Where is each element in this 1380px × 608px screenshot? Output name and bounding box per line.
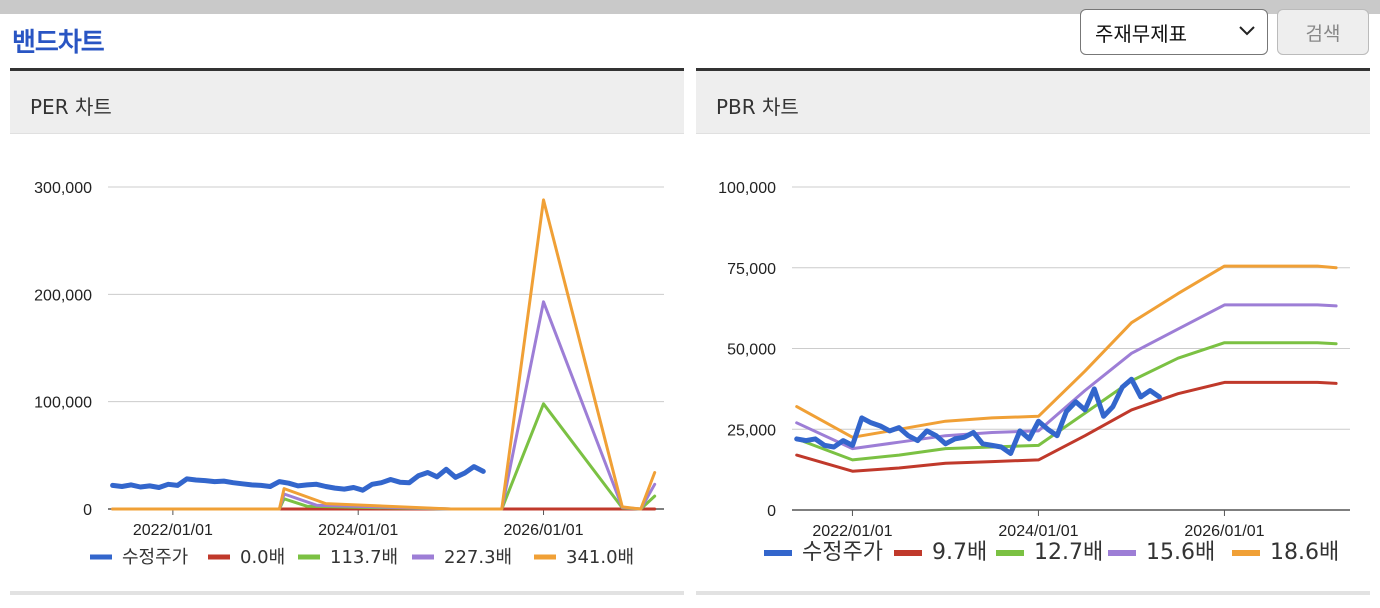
legend-swatch xyxy=(1108,550,1136,556)
series-line-2 xyxy=(111,402,657,511)
y-tick-label: 50,000 xyxy=(727,342,776,359)
series-line-3 xyxy=(795,303,1338,451)
series-line-1 xyxy=(795,380,1338,473)
legend-swatch xyxy=(534,554,556,560)
pbr-chart-header: PBR 차트 xyxy=(696,71,1370,134)
legend-item[interactable]: 수정주가 xyxy=(764,540,883,565)
legend-item[interactable]: 227.3배 xyxy=(412,547,512,568)
legend-label: 수정주가 xyxy=(122,547,188,568)
series-line-0 xyxy=(794,376,1162,456)
pbr-chart-panel: PBR 차트 0 25,000 50,000 75,000 100,000 2022/01… xyxy=(696,68,1370,595)
legend-swatch xyxy=(208,554,230,560)
per-chart: 0 100,000 200,000 300,000 2022/01/01 2024/01/… xyxy=(34,180,664,568)
pbr-chart-title: PBR 차트 xyxy=(716,95,799,119)
legend-swatch xyxy=(90,554,112,560)
legend-label: 12.7배 xyxy=(1034,540,1103,565)
series-line-4 xyxy=(111,198,657,511)
y-tick-label: 0 xyxy=(767,503,776,520)
per-chart-header: PER 차트 xyxy=(10,71,684,134)
legend-swatch xyxy=(1232,550,1260,556)
y-tick-label: 25,000 xyxy=(727,422,776,439)
legend-item[interactable]: 9.7배 xyxy=(894,540,987,565)
y-tick-label: 100,000 xyxy=(718,180,776,197)
legend-swatch xyxy=(764,550,792,556)
legend-label: 수정주가 xyxy=(802,540,883,565)
y-tick-label: 0 xyxy=(83,502,92,519)
legend-swatch xyxy=(894,550,922,556)
legend-label: 0.0배 xyxy=(240,547,285,568)
x-tick-label: 2024/01/01 xyxy=(998,523,1078,540)
legend-swatch xyxy=(996,550,1024,556)
legend-item[interactable]: 수정주가 xyxy=(90,547,188,568)
legend-item[interactable]: 12.7배 xyxy=(996,540,1103,565)
page: 밴드차트 주재무제표 검색 PER 차트 0 100,000 200,000 300,… xyxy=(0,9,1380,608)
legend-item[interactable]: 0.0배 xyxy=(208,547,285,568)
series-line-0 xyxy=(110,464,486,493)
legend-swatch xyxy=(412,554,434,560)
x-tick-label: 2022/01/01 xyxy=(133,522,213,539)
x-tick-label: 2026/01/01 xyxy=(503,522,583,539)
legend-label: 15.6배 xyxy=(1146,540,1215,565)
legend-item[interactable]: 113.7배 xyxy=(298,547,398,568)
per-chart-title: PER 차트 xyxy=(30,95,112,119)
legend-label: 18.6배 xyxy=(1270,540,1339,565)
legend-label: 227.3배 xyxy=(444,547,512,568)
x-tick-label: 2024/01/01 xyxy=(318,522,398,539)
y-tick-label: 100,000 xyxy=(34,395,92,412)
page-title: 밴드차트 xyxy=(12,28,105,58)
chevron-down-icon xyxy=(1239,26,1255,36)
search-button[interactable]: 검색 xyxy=(1277,9,1369,55)
legend-label: 9.7배 xyxy=(932,540,987,565)
series-line-2 xyxy=(795,341,1338,462)
legend-item[interactable]: 15.6배 xyxy=(1108,540,1215,565)
legend-swatch xyxy=(298,554,320,560)
panel-divider xyxy=(696,591,1370,595)
pbr-chart: 0 25,000 50,000 75,000 100,000 2022/01/01 2024… xyxy=(718,180,1350,565)
statement-type-select[interactable]: 주재무제표 xyxy=(1080,9,1268,55)
legend-label: 341.0배 xyxy=(566,547,634,568)
per-chart-panel: PER 차트 0 100,000 200,000 300,000 2022/01/01 2… xyxy=(10,68,684,595)
legend-item[interactable]: 18.6배 xyxy=(1232,540,1339,565)
x-tick-label: 2022/01/01 xyxy=(812,523,892,540)
y-tick-label: 300,000 xyxy=(34,180,92,197)
legend-label: 113.7배 xyxy=(330,547,398,568)
panel-divider xyxy=(10,591,684,595)
y-tick-label: 200,000 xyxy=(34,287,92,304)
y-tick-label: 75,000 xyxy=(727,261,776,278)
legend-item[interactable]: 341.0배 xyxy=(534,547,634,568)
x-tick-label: 2026/01/01 xyxy=(1184,523,1264,540)
statement-type-value: 주재무제표 xyxy=(1095,21,1187,46)
